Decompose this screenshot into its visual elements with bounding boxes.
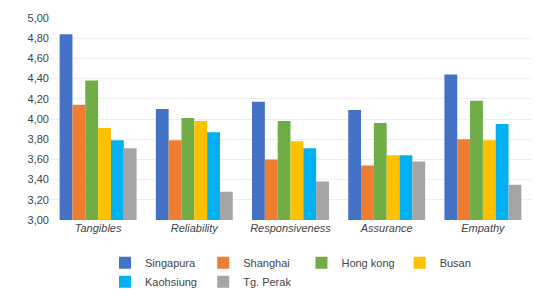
svg-text:Reliability: Reliability xyxy=(171,222,220,234)
svg-text:Tg. Perak: Tg. Perak xyxy=(243,276,291,288)
svg-text:5,00: 5,00 xyxy=(28,12,49,24)
svg-text:Singapura: Singapura xyxy=(145,257,196,269)
svg-text:3,60: 3,60 xyxy=(28,153,49,165)
svg-text:Shanghai: Shanghai xyxy=(243,257,290,269)
svg-text:4,00: 4,00 xyxy=(28,113,49,125)
svg-text:Hong kong: Hong kong xyxy=(341,257,394,269)
svg-text:3,20: 3,20 xyxy=(28,194,49,206)
svg-text:Empathy: Empathy xyxy=(461,222,506,234)
svg-text:Busan: Busan xyxy=(440,257,471,269)
svg-text:4,40: 4,40 xyxy=(28,72,49,84)
svg-text:Kaohsiung: Kaohsiung xyxy=(145,276,197,288)
svg-text:4,80: 4,80 xyxy=(28,32,49,44)
svg-text:Responsiveness: Responsiveness xyxy=(250,222,331,234)
svg-text:3,00: 3,00 xyxy=(28,214,49,226)
svg-text:3,40: 3,40 xyxy=(28,173,49,185)
svg-text:4,60: 4,60 xyxy=(28,52,49,64)
svg-text:4,20: 4,20 xyxy=(28,93,49,105)
svg-text:Tangibles: Tangibles xyxy=(75,222,122,234)
svg-text:Assurance: Assurance xyxy=(360,222,413,234)
svg-text:3,80: 3,80 xyxy=(28,133,49,145)
